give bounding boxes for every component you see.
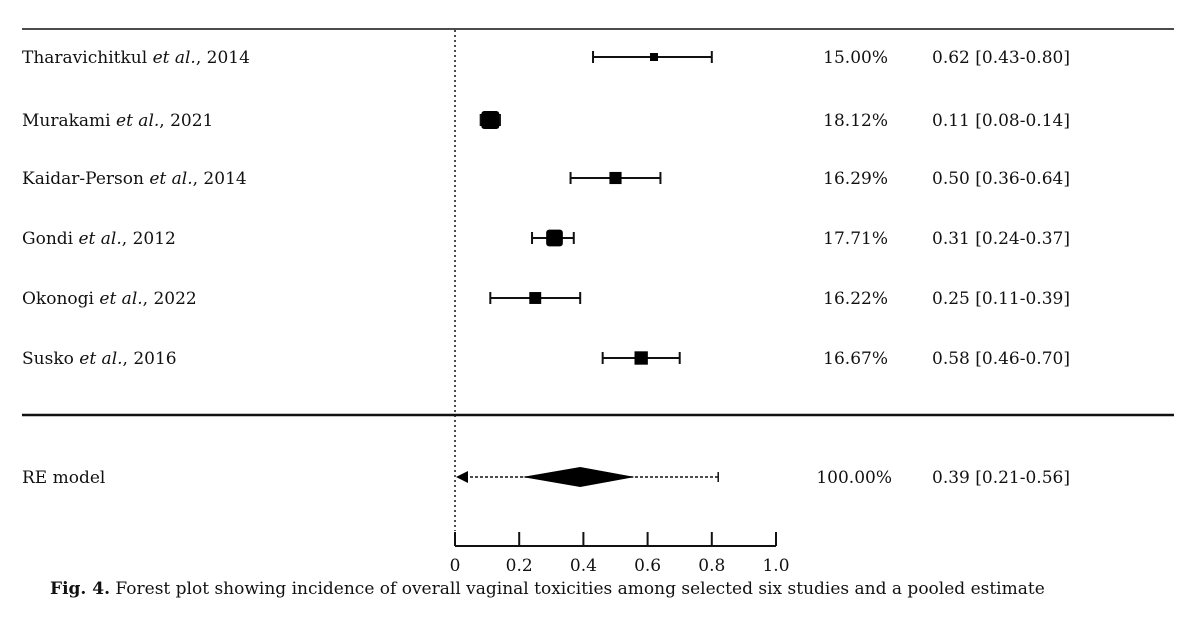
study-etal: et al.	[149, 169, 192, 189]
point-estimate-marker	[481, 111, 500, 129]
pooled-diamond	[522, 467, 635, 487]
study-year: , 2021	[159, 111, 213, 131]
study-label: Gondi et al., 2012	[22, 229, 176, 249]
pooled-weight-label: 100.00%	[816, 468, 892, 488]
study-year: , 2014	[193, 169, 247, 189]
study-author: Kaidar-Person	[22, 169, 149, 189]
weight-label: 15.00%	[823, 48, 888, 68]
caption-prefix: Fig. 4.	[50, 579, 110, 599]
x-tick-label: 0.6	[634, 556, 661, 576]
ci-label: 0.58 [0.46-0.70]	[932, 349, 1070, 369]
study-year: , 2014	[196, 48, 250, 68]
study-etal: et al.	[79, 229, 122, 249]
prediction-interval-arrow	[456, 471, 468, 483]
study-label: Susko et al., 2016	[22, 349, 177, 369]
study-etal: et al.	[99, 289, 142, 309]
study-row: Gondi et al., 2012 17.71% 0.31 [0.24-0.37]	[22, 229, 1070, 249]
weight-label: 18.12%	[823, 111, 888, 131]
caption-text: Forest plot showing incidence of overall…	[110, 579, 1045, 599]
pooled-ci-label: 0.39 [0.21-0.56]	[932, 468, 1070, 488]
study-row: Okonogi et al., 2022 16.22% 0.25 [0.11-0.3…	[22, 289, 1070, 309]
study-author: Okonogi	[22, 289, 99, 309]
ci-label: 0.11 [0.08-0.14]	[932, 111, 1070, 131]
study-author: Susko	[22, 349, 79, 369]
ci-label: 0.31 [0.24-0.37]	[932, 229, 1070, 249]
x-tick-label: 0.2	[506, 556, 533, 576]
study-etal: et al.	[116, 111, 159, 131]
study-label: Kaidar-Person et al., 2014	[22, 169, 247, 189]
study-row: Susko et al., 2016 16.67% 0.58 [0.46-0.70]	[22, 349, 1070, 369]
study-label: Tharavichitkul et al., 2014	[22, 48, 250, 68]
weight-label: 17.71%	[823, 229, 888, 249]
study-author: Gondi	[22, 229, 79, 249]
study-row: Kaidar-Person et al., 2014 16.29% 0.50 [0.…	[22, 169, 1070, 189]
x-tick-label: 1.0	[762, 556, 789, 576]
study-etal: et al.	[153, 48, 196, 68]
x-tick-label: 0.4	[570, 556, 597, 576]
ci-label: 0.62 [0.43-0.80]	[932, 48, 1070, 68]
study-row: Murakami et al., 2021 18.12% 0.11 [0.08-0.…	[22, 111, 1070, 131]
study-etal: et al.	[79, 349, 122, 369]
study-year: , 2012	[122, 229, 176, 249]
study-label: Okonogi et al., 2022	[22, 289, 197, 309]
study-author: Murakami	[22, 111, 116, 131]
weight-label: 16.29%	[823, 169, 888, 189]
ci-label: 0.50 [0.36-0.64]	[932, 169, 1070, 189]
study-row: Tharavichitkul et al., 2014 15.00% 0.62 [0…	[22, 48, 1070, 68]
point-estimate-marker	[529, 292, 542, 304]
study-year: , 2016	[123, 349, 177, 369]
weight-label: 16.67%	[823, 349, 888, 369]
x-tick-label: 0.8	[698, 556, 725, 576]
x-tick-label: 0	[450, 556, 461, 576]
figure-caption: Fig. 4. Forest plot showing incidence of…	[50, 579, 1045, 599]
weight-label: 16.22%	[823, 289, 888, 309]
point-estimate-marker	[546, 229, 563, 247]
study-label: Murakami et al., 2021	[22, 111, 213, 131]
study-author: Tharavichitkul	[22, 48, 153, 68]
point-estimate-marker	[609, 171, 622, 185]
ci-label: 0.25 [0.11-0.39]	[932, 289, 1070, 309]
study-year: , 2022	[143, 289, 197, 309]
point-estimate-marker	[634, 351, 648, 365]
point-estimate-marker	[650, 53, 659, 61]
pooled-label: RE model	[22, 468, 105, 488]
